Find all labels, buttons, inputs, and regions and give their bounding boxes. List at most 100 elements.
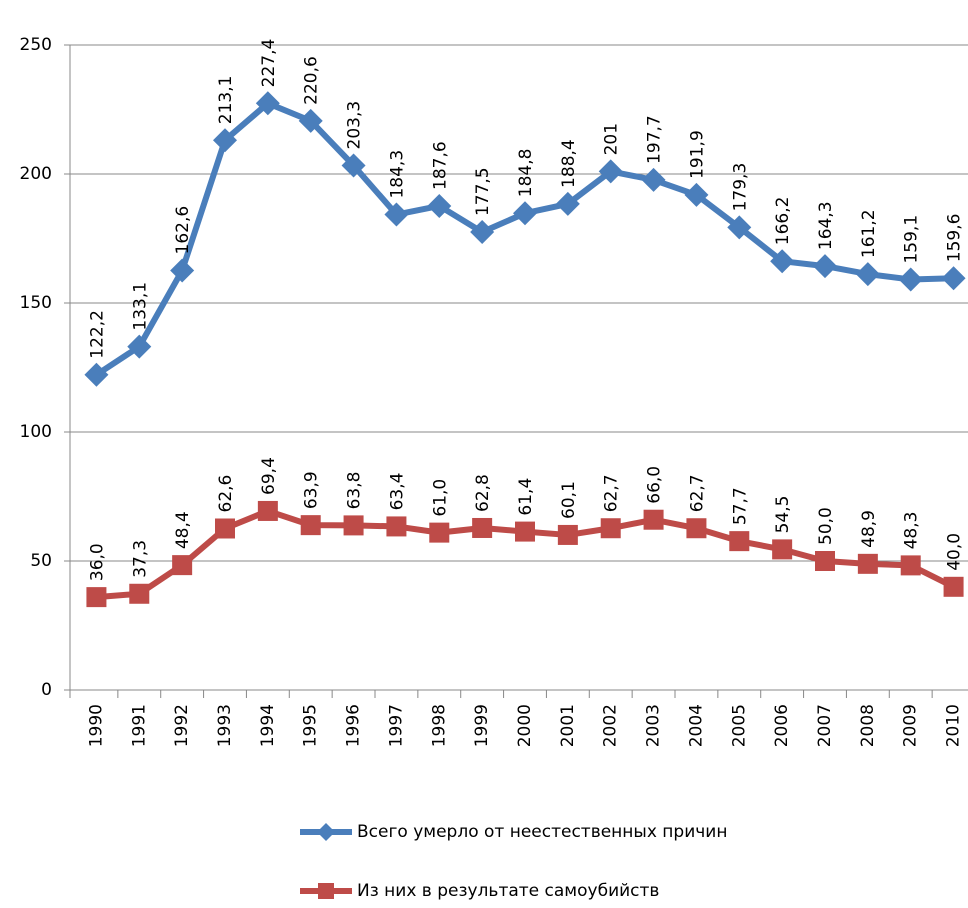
data-point bbox=[84, 362, 109, 387]
data-label: 48,3 bbox=[902, 512, 922, 550]
y-tick-label: 50 bbox=[30, 551, 52, 571]
data-label: 40,0 bbox=[945, 533, 965, 571]
legend-label: Из них в результате самоубийств bbox=[357, 881, 659, 901]
data-label: 161,2 bbox=[859, 209, 879, 258]
x-tick-label: 2002 bbox=[601, 704, 621, 747]
data-label: 36,0 bbox=[87, 543, 107, 581]
data-label: 62,6 bbox=[216, 475, 236, 513]
data-label: 48,4 bbox=[173, 511, 193, 549]
y-tick-label: 200 bbox=[20, 164, 52, 184]
data-label: 184,8 bbox=[516, 149, 536, 198]
data-label: 62,7 bbox=[602, 474, 622, 512]
data-point bbox=[684, 182, 709, 207]
data-label: 184,3 bbox=[387, 150, 407, 199]
data-label: 62,7 bbox=[687, 474, 707, 512]
data-point bbox=[386, 516, 407, 537]
legend-label: Всего умерло от неестественных причин bbox=[357, 822, 727, 842]
data-point bbox=[813, 254, 837, 279]
data-point bbox=[86, 587, 107, 608]
x-tick-label: 1994 bbox=[258, 704, 278, 747]
legend-marker bbox=[317, 823, 335, 841]
data-point bbox=[170, 258, 195, 283]
x-tick-label: 1996 bbox=[344, 704, 364, 747]
data-point bbox=[598, 159, 623, 184]
data-point bbox=[643, 509, 664, 530]
data-point bbox=[429, 522, 450, 543]
y-tick-label: 0 bbox=[41, 680, 52, 700]
data-point bbox=[215, 518, 235, 539]
data-point bbox=[257, 500, 278, 521]
data-point bbox=[898, 267, 923, 292]
x-tick-label: 1993 bbox=[215, 704, 235, 747]
data-point bbox=[600, 518, 621, 539]
data-label: 62,8 bbox=[473, 474, 493, 512]
data-label: 203,3 bbox=[345, 101, 365, 150]
data-label: 220,6 bbox=[302, 56, 322, 105]
data-label: 54,5 bbox=[773, 496, 793, 534]
data-label: 188,4 bbox=[559, 139, 579, 188]
data-point bbox=[470, 220, 495, 245]
x-tick-label: 2009 bbox=[901, 704, 921, 747]
data-label: 69,4 bbox=[259, 457, 279, 495]
data-point bbox=[472, 517, 493, 538]
data-label: 227,4 bbox=[259, 39, 279, 88]
data-point bbox=[555, 191, 580, 216]
x-tick-label: 2005 bbox=[729, 704, 749, 747]
x-tick-label: 1991 bbox=[129, 704, 149, 747]
data-label: 63,8 bbox=[345, 472, 365, 510]
legend-marker bbox=[318, 883, 334, 899]
data-point bbox=[172, 555, 193, 576]
data-label: 191,9 bbox=[687, 130, 707, 179]
data-point bbox=[686, 518, 707, 539]
data-label: 63,4 bbox=[387, 473, 407, 511]
data-label: 61,0 bbox=[430, 479, 450, 517]
data-label: 133,1 bbox=[130, 282, 150, 331]
data-point bbox=[641, 167, 666, 192]
data-point bbox=[557, 524, 578, 545]
x-tick-label: 1995 bbox=[301, 704, 321, 747]
x-tick-label: 2001 bbox=[558, 704, 578, 747]
x-tick-label: 1997 bbox=[386, 704, 406, 747]
data-point bbox=[343, 515, 364, 536]
y-tick-label: 100 bbox=[20, 422, 52, 442]
data-label: 61,4 bbox=[516, 478, 536, 516]
data-label: 201 bbox=[602, 123, 622, 155]
data-label: 159,1 bbox=[902, 215, 922, 264]
data-label: 197,7 bbox=[645, 115, 665, 164]
data-label: 213,1 bbox=[216, 76, 236, 125]
data-point bbox=[341, 153, 366, 178]
data-point bbox=[129, 583, 150, 604]
data-point bbox=[384, 202, 409, 227]
data-point bbox=[729, 531, 750, 552]
data-point bbox=[772, 539, 793, 560]
data-point bbox=[513, 201, 537, 226]
data-label: 164,3 bbox=[816, 201, 836, 250]
data-label: 166,2 bbox=[773, 197, 793, 246]
x-tick-label: 1999 bbox=[472, 704, 492, 747]
data-point bbox=[770, 249, 795, 274]
data-point bbox=[127, 334, 152, 359]
x-tick-label: 2006 bbox=[772, 704, 792, 747]
data-label: 63,9 bbox=[302, 471, 322, 509]
data-label: 162,6 bbox=[173, 206, 193, 255]
x-tick-label: 2010 bbox=[944, 704, 964, 747]
x-tick-label: 2004 bbox=[686, 704, 706, 747]
data-point bbox=[213, 128, 237, 153]
data-point bbox=[727, 215, 752, 240]
data-label: 60,1 bbox=[559, 481, 579, 519]
data-point bbox=[900, 555, 921, 576]
data-point bbox=[298, 108, 323, 133]
x-tick-label: 1992 bbox=[172, 704, 192, 747]
data-label: 179,3 bbox=[730, 163, 750, 212]
data-label: 50,0 bbox=[816, 507, 836, 545]
data-point bbox=[855, 262, 880, 287]
data-point bbox=[815, 551, 835, 571]
data-point bbox=[857, 553, 878, 574]
data-label: 177,5 bbox=[473, 167, 493, 216]
x-tick-label: 2007 bbox=[815, 704, 835, 747]
x-tick-label: 2000 bbox=[515, 704, 535, 747]
data-point bbox=[941, 266, 966, 291]
data-label: 48,9 bbox=[859, 510, 879, 548]
data-point bbox=[427, 193, 452, 218]
